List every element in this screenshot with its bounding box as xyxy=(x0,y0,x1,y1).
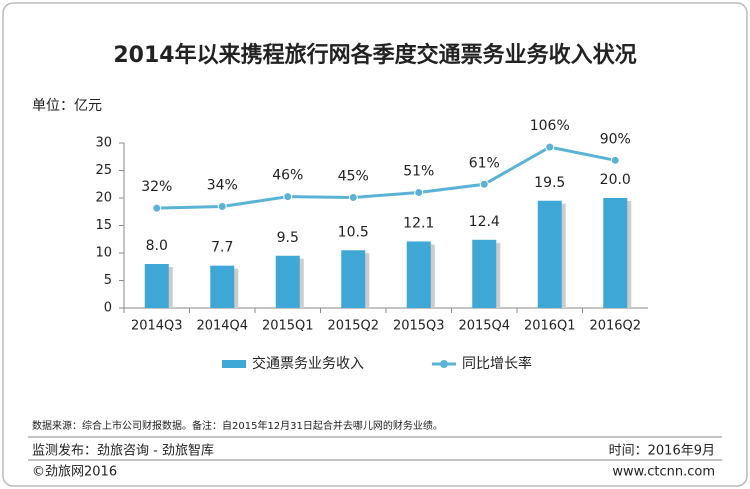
copyright: ©劲旅网2016 xyxy=(32,465,117,480)
source-note: 数据来源：综合上市公司财报数据。备注：自2015年12月31日起合并去哪儿网的财… xyxy=(32,419,443,432)
x-tick-label: 2015Q3 xyxy=(393,319,445,334)
bar xyxy=(472,239,497,308)
line-marker xyxy=(479,179,489,189)
bar-value-label: 12.4 xyxy=(469,214,500,230)
line-value-label: 51% xyxy=(403,164,434,180)
y-tick-label: 5 xyxy=(104,273,112,288)
y-tick-label: 15 xyxy=(95,218,112,233)
bar xyxy=(341,250,366,308)
bar xyxy=(275,255,300,308)
line-marker xyxy=(610,155,620,165)
website: www.ctcnn.com xyxy=(612,465,715,480)
line-value-label: 45% xyxy=(338,168,369,184)
line-value-label: 61% xyxy=(469,155,500,171)
line-value-label: 106% xyxy=(530,118,570,134)
y-tick-label: 10 xyxy=(95,246,112,261)
line-value-label: 32% xyxy=(141,179,172,195)
x-tick-label: 2016Q1 xyxy=(524,319,576,334)
bar-value-label: 20.0 xyxy=(600,172,631,188)
y-tick-label: 0 xyxy=(104,301,112,316)
line-marker xyxy=(152,203,162,213)
bar-value-label: 7.7 xyxy=(211,240,233,256)
bar xyxy=(406,241,431,308)
y-tick-label: 25 xyxy=(95,163,112,178)
y-tick-label: 30 xyxy=(95,136,112,151)
x-tick-label: 2015Q1 xyxy=(262,319,314,334)
x-tick-label: 2016Q2 xyxy=(589,319,641,334)
line-marker xyxy=(545,142,555,152)
x-tick-label: 2014Q3 xyxy=(131,319,183,334)
chart-title: 2014年以来携程旅行网各季度交通票务业务收入状况 xyxy=(113,42,636,68)
bar xyxy=(603,198,628,308)
x-tick-label: 2015Q2 xyxy=(327,319,379,334)
line-marker xyxy=(283,192,293,202)
y-tick-label: 20 xyxy=(95,191,112,206)
bar-value-label: 10.5 xyxy=(338,224,369,240)
bar-value-label: 12.1 xyxy=(403,215,434,231)
line-value-label: 34% xyxy=(207,178,238,194)
bar xyxy=(144,264,169,308)
bar xyxy=(537,200,562,308)
x-tick-label: 2015Q4 xyxy=(458,319,510,334)
bar-value-label: 8.0 xyxy=(146,238,168,254)
line-value-label: 46% xyxy=(272,168,303,184)
line-value-label: 90% xyxy=(600,131,631,147)
line-marker xyxy=(348,192,358,202)
line-marker xyxy=(217,202,227,212)
date: 时间：2016年9月 xyxy=(609,444,715,459)
bar xyxy=(210,265,235,308)
bar-value-label: 9.5 xyxy=(277,230,299,246)
legend-label: 交通票务业务收入 xyxy=(252,355,364,372)
line-marker xyxy=(414,188,424,197)
legend-label: 同比增长率 xyxy=(462,355,532,372)
unit-label: 单位：亿元 xyxy=(32,98,102,114)
x-tick-label: 2014Q4 xyxy=(196,319,248,334)
line xyxy=(156,145,616,210)
legend-swatch xyxy=(222,360,246,368)
bar-value-label: 19.5 xyxy=(534,175,565,191)
legend-swatch xyxy=(440,360,448,368)
publisher: 监测发布：劲旅咨询 - 劲旅智库 xyxy=(32,443,214,459)
